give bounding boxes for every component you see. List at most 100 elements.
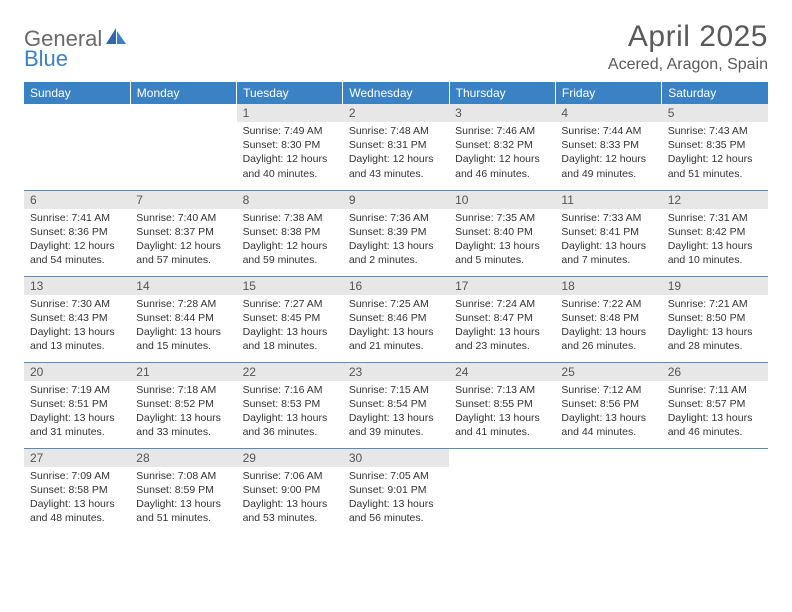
- calendar-cell: 8Sunrise: 7:38 AMSunset: 8:38 PMDaylight…: [237, 190, 343, 276]
- day-details: Sunrise: 7:06 AMSunset: 9:00 PMDaylight:…: [237, 467, 343, 530]
- weekday-header: Wednesday: [343, 82, 449, 104]
- day-details: Sunrise: 7:33 AMSunset: 8:41 PMDaylight:…: [555, 209, 661, 272]
- calendar-table: Sunday Monday Tuesday Wednesday Thursday…: [24, 82, 768, 534]
- calendar-cell: 6Sunrise: 7:41 AMSunset: 8:36 PMDaylight…: [24, 190, 130, 276]
- day-number: 12: [662, 191, 768, 209]
- day-details: Sunrise: 7:28 AMSunset: 8:44 PMDaylight:…: [130, 295, 236, 358]
- calendar-cell: 19Sunrise: 7:21 AMSunset: 8:50 PMDayligh…: [662, 276, 768, 362]
- calendar-cell: 23Sunrise: 7:15 AMSunset: 8:54 PMDayligh…: [343, 362, 449, 448]
- calendar-cell: 30Sunrise: 7:05 AMSunset: 9:01 PMDayligh…: [343, 448, 449, 534]
- day-details: Sunrise: 7:49 AMSunset: 8:30 PMDaylight:…: [237, 122, 343, 185]
- calendar-cell: 13Sunrise: 7:30 AMSunset: 8:43 PMDayligh…: [24, 276, 130, 362]
- day-details: Sunrise: 7:36 AMSunset: 8:39 PMDaylight:…: [343, 209, 449, 272]
- calendar-row: 20Sunrise: 7:19 AMSunset: 8:51 PMDayligh…: [24, 362, 768, 448]
- day-details: Sunrise: 7:31 AMSunset: 8:42 PMDaylight:…: [662, 209, 768, 272]
- day-number: 24: [449, 363, 555, 381]
- calendar-cell: 5Sunrise: 7:43 AMSunset: 8:35 PMDaylight…: [662, 104, 768, 190]
- calendar-cell: 9Sunrise: 7:36 AMSunset: 8:39 PMDaylight…: [343, 190, 449, 276]
- calendar-cell: 18Sunrise: 7:22 AMSunset: 8:48 PMDayligh…: [555, 276, 661, 362]
- calendar-cell: 7Sunrise: 7:40 AMSunset: 8:37 PMDaylight…: [130, 190, 236, 276]
- day-number: 4: [555, 104, 661, 122]
- day-number: 10: [449, 191, 555, 209]
- day-details: Sunrise: 7:11 AMSunset: 8:57 PMDaylight:…: [662, 381, 768, 444]
- location: Acered, Aragon, Spain: [608, 56, 768, 74]
- calendar-cell: [449, 448, 555, 534]
- day-number: 15: [237, 277, 343, 295]
- day-details: Sunrise: 7:21 AMSunset: 8:50 PMDaylight:…: [662, 295, 768, 358]
- day-number: 14: [130, 277, 236, 295]
- day-number: 1: [237, 104, 343, 122]
- day-details: Sunrise: 7:27 AMSunset: 8:45 PMDaylight:…: [237, 295, 343, 358]
- calendar-cell: [662, 448, 768, 534]
- day-details: Sunrise: 7:40 AMSunset: 8:37 PMDaylight:…: [130, 209, 236, 272]
- calendar-row: 13Sunrise: 7:30 AMSunset: 8:43 PMDayligh…: [24, 276, 768, 362]
- day-number: 30: [343, 449, 449, 467]
- weekday-header: Sunday: [24, 82, 130, 104]
- day-number: 5: [662, 104, 768, 122]
- day-number: 6: [24, 191, 130, 209]
- calendar-cell: 20Sunrise: 7:19 AMSunset: 8:51 PMDayligh…: [24, 362, 130, 448]
- calendar-cell: 11Sunrise: 7:33 AMSunset: 8:41 PMDayligh…: [555, 190, 661, 276]
- day-details: Sunrise: 7:38 AMSunset: 8:38 PMDaylight:…: [237, 209, 343, 272]
- day-number: 19: [662, 277, 768, 295]
- calendar-cell: 1Sunrise: 7:49 AMSunset: 8:30 PMDaylight…: [237, 104, 343, 190]
- day-details: Sunrise: 7:46 AMSunset: 8:32 PMDaylight:…: [449, 122, 555, 185]
- title-block: April 2025 Acered, Aragon, Spain: [608, 20, 768, 74]
- day-number: 16: [343, 277, 449, 295]
- day-details: Sunrise: 7:13 AMSunset: 8:55 PMDaylight:…: [449, 381, 555, 444]
- day-details: Sunrise: 7:05 AMSunset: 9:01 PMDaylight:…: [343, 467, 449, 530]
- day-details: Sunrise: 7:16 AMSunset: 8:53 PMDaylight:…: [237, 381, 343, 444]
- day-details: Sunrise: 7:30 AMSunset: 8:43 PMDaylight:…: [24, 295, 130, 358]
- day-number: 17: [449, 277, 555, 295]
- calendar-cell: 4Sunrise: 7:44 AMSunset: 8:33 PMDaylight…: [555, 104, 661, 190]
- weekday-header: Friday: [555, 82, 661, 104]
- day-number: 22: [237, 363, 343, 381]
- calendar-row: 6Sunrise: 7:41 AMSunset: 8:36 PMDaylight…: [24, 190, 768, 276]
- month-title: April 2025: [608, 20, 768, 54]
- day-details: Sunrise: 7:09 AMSunset: 8:58 PMDaylight:…: [24, 467, 130, 530]
- header: General April 2025 Acered, Aragon, Spain: [24, 20, 768, 74]
- weekday-header: Thursday: [449, 82, 555, 104]
- calendar-cell: 24Sunrise: 7:13 AMSunset: 8:55 PMDayligh…: [449, 362, 555, 448]
- logo-sail-icon: [106, 28, 128, 51]
- day-details: Sunrise: 7:41 AMSunset: 8:36 PMDaylight:…: [24, 209, 130, 272]
- day-number: 21: [130, 363, 236, 381]
- day-details: Sunrise: 7:08 AMSunset: 8:59 PMDaylight:…: [130, 467, 236, 530]
- day-details: Sunrise: 7:18 AMSunset: 8:52 PMDaylight:…: [130, 381, 236, 444]
- logo-text-blue: Blue: [24, 46, 68, 71]
- weekday-header-row: Sunday Monday Tuesday Wednesday Thursday…: [24, 82, 768, 104]
- day-number: 28: [130, 449, 236, 467]
- calendar-cell: 21Sunrise: 7:18 AMSunset: 8:52 PMDayligh…: [130, 362, 236, 448]
- calendar-row: 27Sunrise: 7:09 AMSunset: 8:58 PMDayligh…: [24, 448, 768, 534]
- calendar-cell: 29Sunrise: 7:06 AMSunset: 9:00 PMDayligh…: [237, 448, 343, 534]
- day-number: 23: [343, 363, 449, 381]
- day-number: 11: [555, 191, 661, 209]
- day-number: 27: [24, 449, 130, 467]
- calendar-cell: 2Sunrise: 7:48 AMSunset: 8:31 PMDaylight…: [343, 104, 449, 190]
- day-number: 25: [555, 363, 661, 381]
- weekday-header: Saturday: [662, 82, 768, 104]
- calendar-cell: 25Sunrise: 7:12 AMSunset: 8:56 PMDayligh…: [555, 362, 661, 448]
- day-details: Sunrise: 7:22 AMSunset: 8:48 PMDaylight:…: [555, 295, 661, 358]
- day-number: 20: [24, 363, 130, 381]
- calendar-row: 1Sunrise: 7:49 AMSunset: 8:30 PMDaylight…: [24, 104, 768, 190]
- weekday-header: Monday: [130, 82, 236, 104]
- day-details: Sunrise: 7:25 AMSunset: 8:46 PMDaylight:…: [343, 295, 449, 358]
- calendar-cell: 22Sunrise: 7:16 AMSunset: 8:53 PMDayligh…: [237, 362, 343, 448]
- day-number: 9: [343, 191, 449, 209]
- day-details: Sunrise: 7:24 AMSunset: 8:47 PMDaylight:…: [449, 295, 555, 358]
- day-number: 29: [237, 449, 343, 467]
- day-details: Sunrise: 7:43 AMSunset: 8:35 PMDaylight:…: [662, 122, 768, 185]
- calendar-cell: [555, 448, 661, 534]
- day-details: Sunrise: 7:44 AMSunset: 8:33 PMDaylight:…: [555, 122, 661, 185]
- day-number: 18: [555, 277, 661, 295]
- day-details: Sunrise: 7:35 AMSunset: 8:40 PMDaylight:…: [449, 209, 555, 272]
- calendar-cell: 26Sunrise: 7:11 AMSunset: 8:57 PMDayligh…: [662, 362, 768, 448]
- calendar-cell: [130, 104, 236, 190]
- day-number: 26: [662, 363, 768, 381]
- day-number: 2: [343, 104, 449, 122]
- day-number: 3: [449, 104, 555, 122]
- calendar-cell: 14Sunrise: 7:28 AMSunset: 8:44 PMDayligh…: [130, 276, 236, 362]
- day-details: Sunrise: 7:19 AMSunset: 8:51 PMDaylight:…: [24, 381, 130, 444]
- day-details: Sunrise: 7:15 AMSunset: 8:54 PMDaylight:…: [343, 381, 449, 444]
